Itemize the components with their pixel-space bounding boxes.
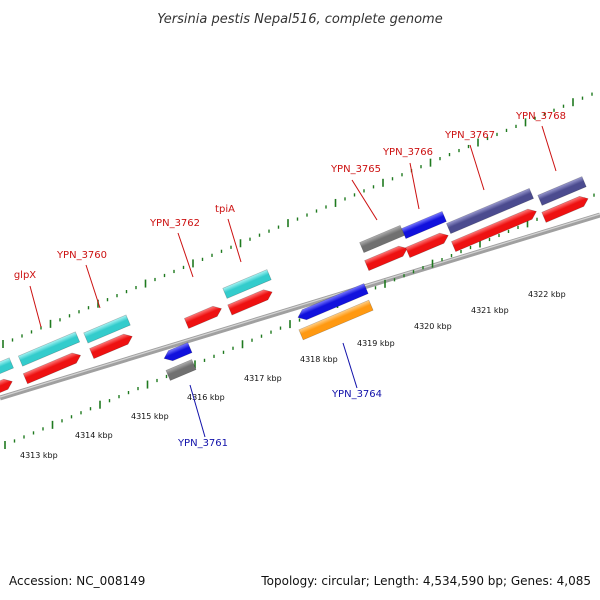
gene-feature-ypn3762 (183, 305, 222, 329)
leader-line-ypn3760 (85, 264, 101, 309)
genome-track: 4313 kbp 4314 kbp 4315 kbp 4316 kbp 4317 kbp… (0, 92, 600, 460)
scale-label: 4316 kbp (187, 393, 225, 402)
scale-label: 4321 kbp (471, 306, 509, 315)
gene-feature-red (89, 333, 133, 360)
leader-line-ypn3766 (409, 162, 420, 210)
accession-text: Accession: NC_008149 (9, 574, 145, 588)
gene-label-tpia: tpiA (215, 204, 235, 215)
backbone-highlight (0, 213, 600, 398)
leader-line-tpia (227, 218, 242, 263)
scale-label: 4318 kbp (300, 355, 338, 364)
gene-feature-ypn3760 (83, 314, 131, 344)
scale-label: 4322 kbp (528, 290, 566, 299)
leader-line-ypn3764 (342, 342, 358, 389)
genome-backbone (0, 212, 600, 401)
gene-label-ypn3767: YPN_3767 (444, 130, 495, 141)
gene-label-glpx: glpX (14, 270, 36, 281)
leader-line-ypn3765 (351, 179, 378, 221)
gene-feature-red (364, 245, 408, 272)
gene-feature-cyan (0, 357, 14, 375)
scale-label: 4313 kbp (20, 451, 58, 460)
gene-feature-tpia (222, 269, 272, 299)
gene-label-ypn3768: YPN_3768 (515, 111, 566, 122)
leader-line-ypn3762 (177, 232, 194, 278)
scale-label: 4315 kbp (131, 412, 169, 421)
gene-feature-red (227, 289, 273, 316)
gene-feature-ypn3767 (446, 187, 534, 235)
gene-feature-red (22, 352, 82, 385)
gene-feature-red (541, 195, 589, 223)
gene-label-ypn3766: YPN_3766 (382, 147, 433, 158)
gene-label-ypn3764: YPN_3764 (331, 389, 382, 400)
leader-line-ypn3768 (541, 125, 557, 172)
scale-label: 4320 kbp (414, 322, 452, 331)
gene-feature-glpx (17, 331, 81, 367)
gene-feature-blue (297, 283, 369, 321)
leader-line-glpx (29, 285, 42, 328)
gene-label-ypn3760: YPN_3760 (56, 250, 107, 261)
scale-label: 4319 kbp (357, 339, 395, 348)
gene-feature-ypn3768 (537, 176, 587, 206)
page-title: Yersinia pestis Nepal516, complete genom… (157, 12, 442, 27)
gene-feature-ypn3765 (359, 224, 405, 254)
leader-line-ypn3767 (469, 144, 485, 191)
leader-line-ypn3761 (189, 384, 206, 438)
gene-feature-red (405, 232, 449, 259)
gene-feature-ypn3766 (401, 210, 447, 240)
gene-label-ypn3762: YPN_3762 (149, 218, 200, 229)
scale-label: 4317 kbp (244, 374, 282, 383)
genome-summary-text: Topology: circular; Length: 4,534,590 bp… (260, 574, 591, 588)
gene-feature-ypn3761 (165, 359, 197, 381)
gene-label-ypn3761: YPN_3761 (177, 438, 228, 449)
gene-feature-red (0, 378, 13, 394)
gene-feature-blue (163, 342, 193, 362)
gene-feature-ypn3764 (298, 299, 374, 341)
gene-label-ypn3765: YPN_3765 (330, 164, 381, 175)
scale-label: 4314 kbp (75, 431, 113, 440)
gene-feature-red (451, 208, 537, 253)
